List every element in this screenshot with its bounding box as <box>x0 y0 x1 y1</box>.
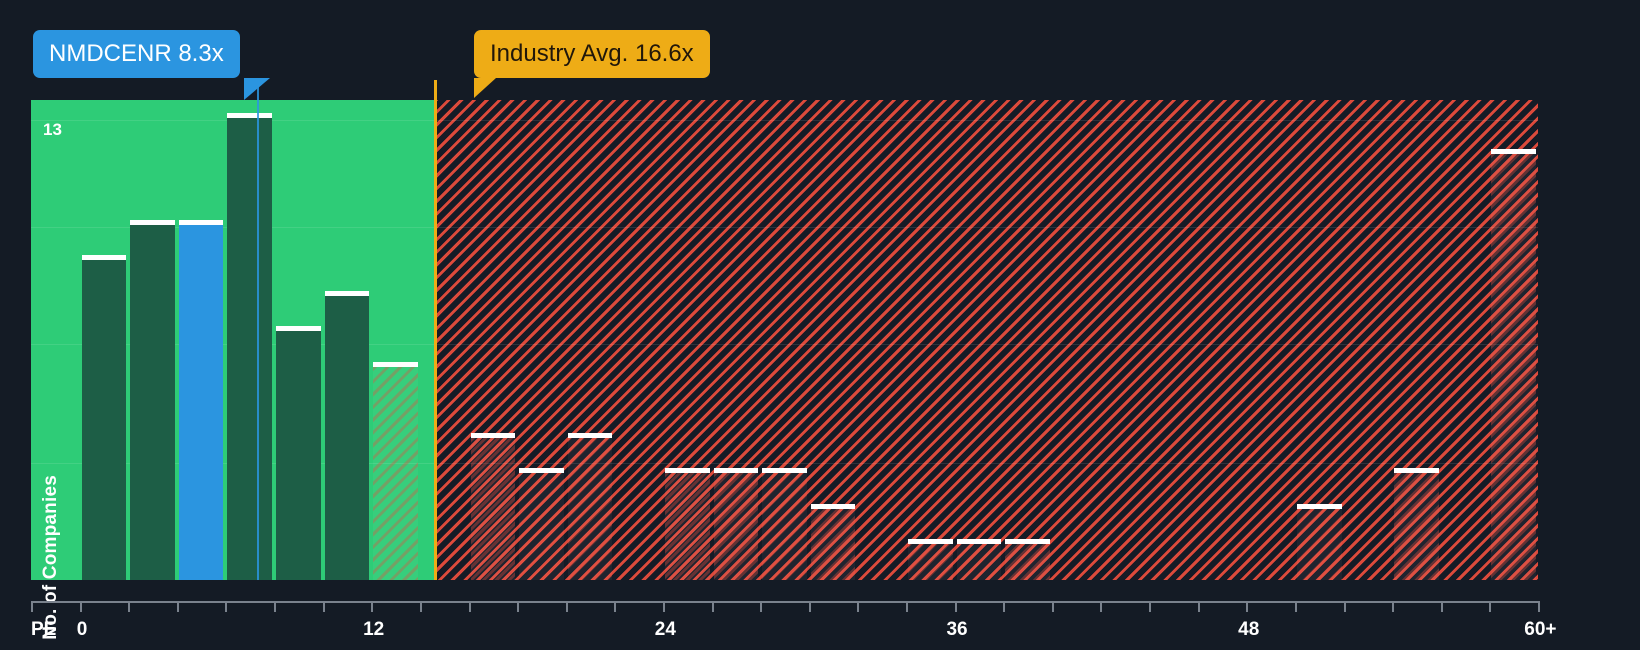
histogram-bar[interactable] <box>810 503 856 580</box>
gridline-7 <box>31 344 1538 345</box>
histogram-bar[interactable] <box>227 113 273 580</box>
x-axis-tick <box>371 601 374 612</box>
bar-top-cap <box>908 539 953 545</box>
x-axis-tick <box>1197 601 1200 612</box>
bar-top-cap <box>762 468 807 474</box>
x-axis-tick <box>1538 601 1540 612</box>
x-axis-tick <box>565 601 568 612</box>
histogram-bar[interactable] <box>130 219 175 580</box>
bar-top-cap <box>519 468 564 474</box>
x-axis-tick <box>954 601 957 612</box>
bar-top-cap <box>373 361 418 367</box>
x-axis-tick <box>1149 601 1152 612</box>
x-axis-tick <box>322 601 325 612</box>
x-axis-label: 12 <box>363 619 385 640</box>
bar-top-cap <box>470 432 516 438</box>
y-max-value-label: 13 <box>43 120 62 139</box>
histogram-bar[interactable] <box>567 432 613 580</box>
gridline-4 <box>31 463 1538 464</box>
x-axis-tick <box>1343 601 1346 612</box>
bar-top-cap <box>956 539 1002 545</box>
x-axis-tick <box>1100 601 1103 612</box>
x-axis-tick <box>1489 601 1492 612</box>
bar-top-cap <box>1296 503 1342 509</box>
bar-top-cap <box>1005 539 1050 545</box>
x-axis-tick <box>176 601 179 612</box>
company-marker-line <box>256 80 259 580</box>
x-axis-label: 0 <box>76 619 88 640</box>
x-axis-tick <box>906 601 909 612</box>
x-axis-label: 36 <box>946 619 968 640</box>
industry-marker-line <box>434 80 438 580</box>
histogram-bar[interactable] <box>276 326 321 580</box>
histogram-bar[interactable] <box>1394 468 1439 580</box>
x-axis-tick <box>662 601 665 612</box>
x-axis-tick <box>128 601 131 612</box>
bar-top-cap <box>1394 468 1439 474</box>
x-axis-label: 24 <box>654 619 676 640</box>
bar-top-cap <box>713 468 759 474</box>
histogram-bar[interactable] <box>762 468 807 580</box>
x-axis-tick <box>1392 601 1395 612</box>
x-axis-tick <box>31 601 33 612</box>
histogram-bar[interactable] <box>81 255 127 580</box>
histogram-bar[interactable] <box>908 539 953 580</box>
histogram-bar[interactable] <box>713 468 759 580</box>
x-axis-tick <box>1246 601 1249 612</box>
x-axis-label: 48 <box>1238 619 1260 640</box>
gridline-10 <box>31 227 1538 228</box>
x-axis-tick <box>760 601 763 612</box>
x-axis-tick <box>1294 601 1297 612</box>
bar-top-cap <box>664 468 710 474</box>
industry-callout-tail <box>474 78 496 98</box>
x-axis-tick <box>517 601 520 612</box>
bar-top-cap <box>178 219 224 225</box>
histogram-bar[interactable] <box>956 539 1002 580</box>
x-axis-tick <box>614 601 617 612</box>
x-axis-tick <box>274 601 277 612</box>
histogram-bar[interactable] <box>1491 148 1536 580</box>
x-axis-tick <box>1003 601 1006 612</box>
gridline-13 <box>31 120 1538 121</box>
industry-average-callout[interactable]: Industry Avg. 16.6x <box>474 30 710 78</box>
x-axis-tick <box>79 601 82 612</box>
x-axis-tick <box>711 601 714 612</box>
bar-top-cap <box>276 326 321 332</box>
plot-area <box>31 100 1538 580</box>
x-axis-tick <box>225 601 228 612</box>
histogram-bar[interactable] <box>324 290 370 580</box>
x-axis-tick <box>419 601 422 612</box>
bar-top-cap <box>130 219 175 225</box>
histogram-bar[interactable] <box>664 468 710 580</box>
x-axis-line <box>31 601 1538 603</box>
bar-top-cap <box>324 290 370 296</box>
overvalued-region <box>434 100 1538 580</box>
company-pe-callout[interactable]: NMDCENR 8.3x <box>33 30 240 78</box>
histogram-bar[interactable] <box>178 219 224 580</box>
company-callout-tail <box>244 78 270 100</box>
x-axis-tick <box>1051 601 1054 612</box>
histogram-bar[interactable] <box>1005 539 1050 580</box>
x-axis-tick <box>857 601 860 612</box>
histogram-bar[interactable] <box>1296 503 1342 580</box>
bar-top-cap <box>810 503 856 509</box>
histogram-bar[interactable] <box>470 432 516 580</box>
bar-top-cap <box>81 255 127 261</box>
y-axis-title: No. of Companies <box>40 475 61 640</box>
x-axis-label: 60+ <box>1524 619 1557 640</box>
histogram-bar[interactable] <box>373 361 418 580</box>
x-axis-tick <box>808 601 811 612</box>
bar-top-cap <box>1491 148 1536 154</box>
x-axis-tick <box>1440 601 1443 612</box>
x-axis-tick <box>468 601 471 612</box>
bar-top-cap <box>567 432 613 438</box>
x-axis-prefix-label: PE <box>31 619 57 640</box>
histogram-bar[interactable] <box>519 468 564 580</box>
bar-top-cap <box>227 113 273 118</box>
